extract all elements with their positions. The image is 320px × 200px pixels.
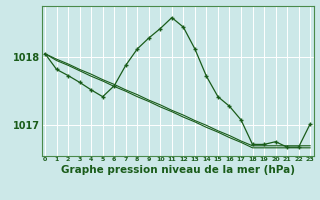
X-axis label: Graphe pression niveau de la mer (hPa): Graphe pression niveau de la mer (hPa)	[60, 165, 295, 175]
